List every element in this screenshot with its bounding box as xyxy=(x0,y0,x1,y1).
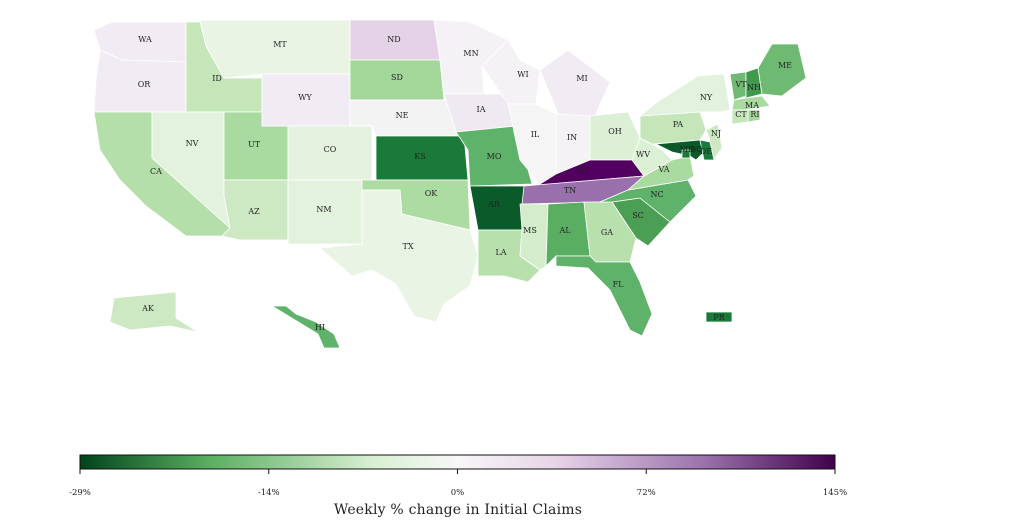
legend-tick-label: -29% xyxy=(69,488,91,498)
state-label-KS: KS xyxy=(414,152,425,161)
state-RI[interactable] xyxy=(747,109,761,123)
state-ME[interactable] xyxy=(757,43,807,97)
legend-tick-label: 145% xyxy=(823,488,847,498)
state-label-DC: DC xyxy=(690,145,703,154)
state-label-NY: NY xyxy=(700,93,713,102)
state-label-WY: WY xyxy=(298,93,312,102)
state-label-ND: ND xyxy=(387,35,400,44)
state-label-SC: SC xyxy=(632,211,644,220)
state-label-AK: AK xyxy=(141,304,155,313)
state-label-CO: CO xyxy=(324,145,337,154)
state-label-AZ: AZ xyxy=(247,207,260,216)
state-label-OH: OH xyxy=(608,127,622,136)
state-label-MN: MN xyxy=(463,49,478,58)
state-label-TN: TN xyxy=(564,186,576,195)
state-label-IA: IA xyxy=(477,105,486,114)
state-label-MD: MD xyxy=(680,145,695,154)
state-DC[interactable] xyxy=(681,149,691,159)
legend-color-bar xyxy=(79,454,836,470)
state-label-OR: OR xyxy=(138,80,152,89)
state-MN[interactable] xyxy=(433,19,509,95)
state-MO[interactable] xyxy=(455,125,533,187)
state-MT[interactable] xyxy=(199,19,351,79)
state-label-OK: OK xyxy=(425,189,439,198)
state-label-PA: PA xyxy=(673,120,684,129)
state-label-NH: NH xyxy=(747,83,761,92)
state-NM[interactable] xyxy=(287,179,363,245)
state-label-WV: WV xyxy=(636,150,650,159)
state-label-MO: MO xyxy=(487,152,502,161)
legend-tick-label: 0% xyxy=(451,488,465,498)
state-label-MA: MA xyxy=(745,101,759,110)
state-label-WA: WA xyxy=(138,35,152,44)
state-label-KY: KY xyxy=(577,165,589,174)
state-label-UT: UT xyxy=(248,140,261,149)
state-label-NC: NC xyxy=(650,190,663,199)
state-label-NE: NE xyxy=(396,111,409,120)
state-label-LA: LA xyxy=(495,248,506,257)
state-label-CT: CT xyxy=(735,110,747,119)
legend-title: Weekly % change in Initial Claims xyxy=(333,502,583,518)
state-FL[interactable] xyxy=(555,255,653,337)
state-label-AL: AL xyxy=(558,226,571,235)
state-label-HI: HI xyxy=(315,323,325,332)
state-label-DE: DE xyxy=(700,147,712,156)
state-label-NJ: NJ xyxy=(711,129,721,138)
state-AK[interactable] xyxy=(109,291,199,333)
state-MI[interactable] xyxy=(539,49,611,119)
state-label-IL: IL xyxy=(531,130,540,139)
state-HI[interactable] xyxy=(271,305,341,349)
state-label-SD: SD xyxy=(391,73,403,82)
state-label-VA: VA xyxy=(657,165,669,174)
state-label-PR: PR xyxy=(713,313,725,322)
state-label-IN: IN xyxy=(567,133,577,142)
state-label-NV: NV xyxy=(186,139,199,148)
state-label-MT: MT xyxy=(273,40,287,49)
state-TX[interactable] xyxy=(319,189,479,323)
state-OH[interactable] xyxy=(589,111,641,161)
state-NY[interactable] xyxy=(639,73,731,117)
legend-tick-label: -14% xyxy=(258,488,280,498)
state-label-AR: AR xyxy=(487,200,501,209)
state-PR[interactable] xyxy=(705,311,733,323)
state-DE[interactable] xyxy=(699,139,715,161)
state-label-MI: MI xyxy=(576,74,587,83)
state-label-TX: TX xyxy=(402,242,413,251)
state-label-FL: FL xyxy=(613,280,625,289)
state-label-VT: VT xyxy=(734,80,747,89)
state-label-RI: RI xyxy=(750,110,759,119)
state-label-WI: WI xyxy=(517,70,528,79)
state-label-GA: GA xyxy=(601,228,613,237)
state-label-ME: ME xyxy=(778,61,792,70)
legend-tick-label: 72% xyxy=(637,488,656,498)
state-label-ID: ID xyxy=(212,74,222,83)
state-label-CA: CA xyxy=(150,167,162,176)
state-label-NM: NM xyxy=(316,205,331,214)
state-label-MS: MS xyxy=(523,226,537,235)
